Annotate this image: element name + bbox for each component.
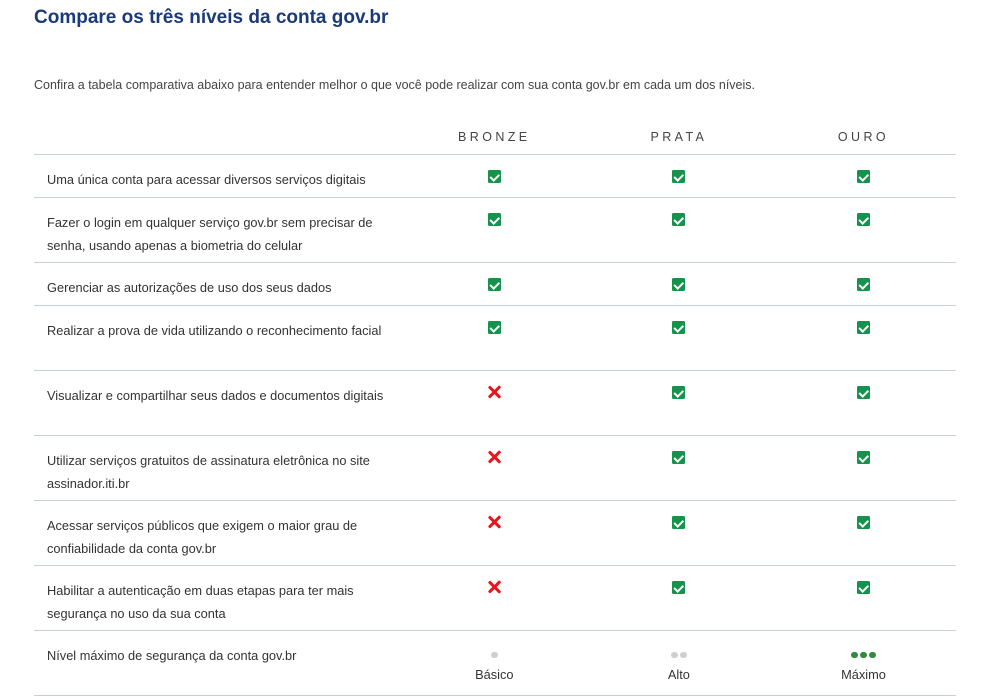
level-bronze: Básico: [402, 631, 587, 695]
level-prata: Alto: [587, 631, 772, 695]
check-icon: [672, 321, 686, 334]
dot-icon: [491, 651, 498, 659]
dot-icon: [869, 651, 876, 659]
table-row: Fazer o login em qualquer serviço gov.br…: [34, 198, 956, 263]
check-icon: [672, 581, 686, 594]
check-icon: [672, 516, 686, 529]
check-icon: [856, 386, 870, 399]
table-row: Realizar a prova de vida utilizando o re…: [34, 306, 956, 371]
check-icon: [856, 321, 870, 334]
level-label: Básico: [475, 667, 514, 682]
table-row: Habilitar a autenticação em duas etapas …: [34, 566, 956, 631]
check-icon: [487, 321, 501, 334]
check-icon: [672, 170, 686, 183]
table-row: Uma única conta para acessar diversos se…: [34, 155, 956, 198]
cross-icon: [487, 515, 501, 529]
feature-label: Acessar serviços públicos que exigem o m…: [47, 518, 358, 556]
table-row: Visualizar e compartilhar seus dados e d…: [34, 371, 956, 436]
comparison-table: BRONZE PRATA OURO Uma única conta para a…: [34, 120, 956, 696]
cross-icon: [487, 385, 501, 399]
dot-icon: [860, 651, 867, 659]
dot-icon: [671, 651, 678, 659]
feature-label: Gerenciar as autorizações de uso dos seu…: [47, 280, 332, 295]
table-row: Gerenciar as autorizações de uso dos seu…: [34, 263, 956, 306]
cross-icon: [487, 580, 501, 594]
check-icon: [672, 213, 686, 226]
column-header-bronze: BRONZE: [458, 130, 531, 144]
level-ouro: Máximo: [771, 631, 956, 695]
table-row: Utilizar serviços gratuitos de assinatur…: [34, 436, 956, 501]
check-icon: [672, 386, 686, 399]
check-icon: [856, 213, 870, 226]
level-label: Máximo: [841, 667, 886, 682]
check-icon: [856, 170, 870, 183]
level-dots-icon: [851, 651, 876, 659]
check-icon: [856, 516, 870, 529]
feature-label: Habilitar a autenticação em duas etapas …: [47, 583, 354, 621]
column-header-ouro: OURO: [837, 130, 890, 144]
check-icon: [856, 581, 870, 594]
feature-label: Utilizar serviços gratuitos de assinatur…: [47, 453, 370, 491]
cross-icon: [487, 450, 501, 464]
feature-label: Nível máximo de segurança da conta gov.b…: [47, 648, 297, 663]
check-icon: [672, 451, 686, 464]
feature-label: Fazer o login em qualquer serviço gov.br…: [47, 215, 373, 253]
check-icon: [856, 278, 870, 291]
security-level-row: Nível máximo de segurança da conta gov.b…: [34, 631, 956, 696]
level-label: Alto: [667, 667, 690, 682]
table-header: BRONZE PRATA OURO: [34, 120, 956, 155]
check-icon: [487, 213, 501, 226]
dot-icon: [851, 651, 858, 659]
intro-text: Confira a tabela comparativa abaixo para…: [34, 78, 756, 92]
page-title: Compare os três níveis da conta gov.br: [34, 7, 389, 28]
feature-label: Uma única conta para acessar diversos se…: [47, 172, 366, 187]
check-icon: [672, 278, 686, 291]
check-icon: [487, 170, 501, 183]
check-icon: [856, 451, 870, 464]
column-header-prata: PRATA: [650, 130, 708, 144]
level-dots-icon: [491, 651, 498, 659]
feature-label: Realizar a prova de vida utilizando o re…: [47, 323, 382, 338]
dot-icon: [680, 651, 687, 659]
table-row: Acessar serviços públicos que exigem o m…: [34, 501, 956, 566]
check-icon: [487, 278, 501, 291]
level-dots-icon: [671, 651, 687, 659]
feature-label: Visualizar e compartilhar seus dados e d…: [47, 388, 384, 403]
